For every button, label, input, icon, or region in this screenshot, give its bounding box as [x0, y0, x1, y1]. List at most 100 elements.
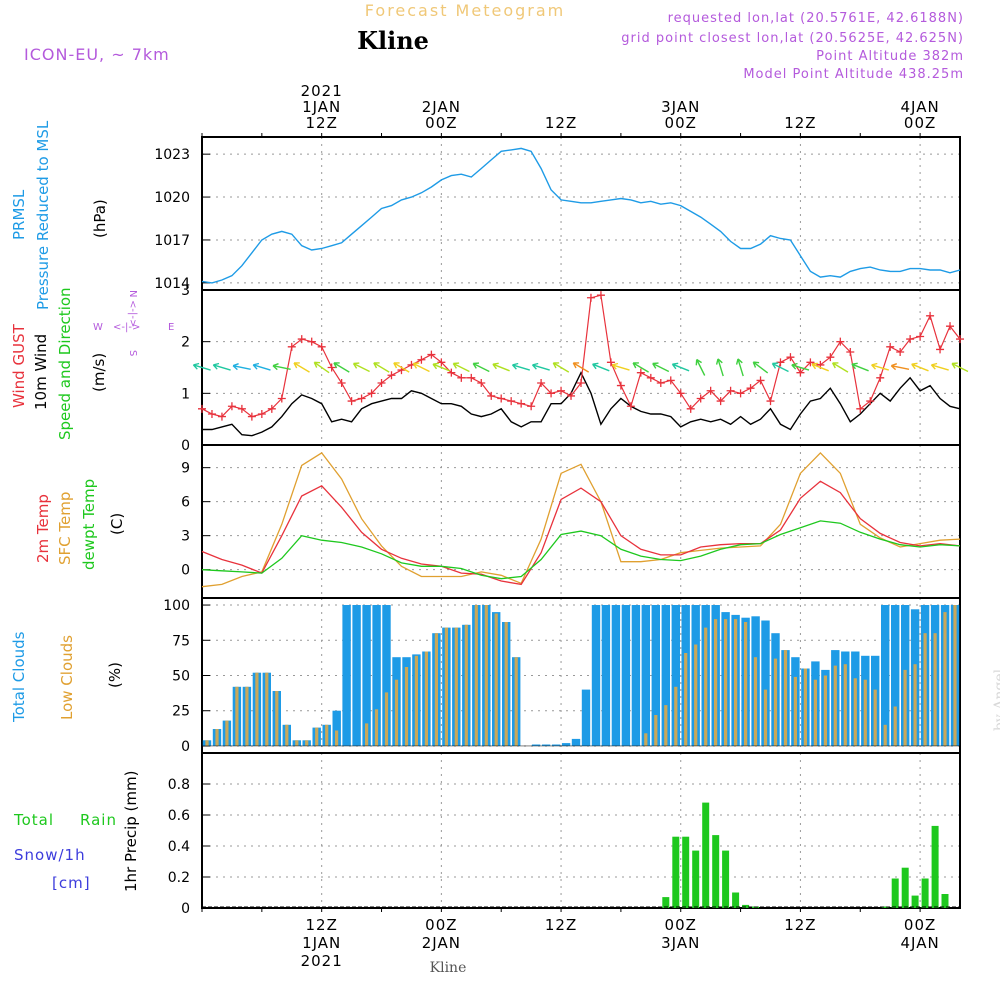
bottom-time-label: 00Z: [425, 916, 457, 934]
wind-label-1: Wind GUST: [10, 323, 28, 408]
temperature-ytick-label: 9: [181, 461, 190, 477]
gust-marker: [746, 384, 755, 393]
gust-marker: [726, 386, 735, 395]
gust-marker: [337, 379, 346, 387]
total-cloud-bar: [661, 605, 670, 746]
grid-point-coords: grid point closest lon,lat (20.5625E, 42…: [621, 31, 964, 46]
station-name: Kline: [357, 26, 429, 55]
rain-bar: [881, 906, 889, 908]
low-cloud-bar: [235, 686, 239, 746]
wind-speed-line: [202, 371, 961, 437]
wind-arrow: [492, 362, 510, 372]
temperature-ytick-label: 3: [181, 529, 190, 545]
gust-marker: [736, 389, 745, 398]
clouds-ytick-label: 100: [163, 598, 190, 614]
precipitation-ytick-label: 0.2: [168, 870, 190, 886]
pressure-line: [201, 147, 961, 284]
low-cloud-bar: [484, 605, 488, 746]
wind-arrow: [272, 363, 291, 371]
rain-bar: [891, 878, 899, 908]
compass-w: W: [93, 322, 103, 333]
gust-marker: [487, 391, 496, 400]
bottom-time-label: 4JAN: [901, 934, 940, 952]
temp-unit: (C): [108, 513, 126, 535]
gust-marker: [596, 291, 605, 300]
low-cloud-bar: [753, 657, 758, 746]
gust-marker: [577, 379, 585, 387]
wind-arrow: [531, 362, 550, 371]
wind-arrow: [671, 362, 690, 372]
temp-label-3: dewpt Temp: [80, 479, 98, 570]
low-cloud-bar: [295, 740, 299, 746]
wind-arrow: [572, 362, 590, 373]
temp-2m-line: [201, 480, 961, 586]
low-cloud-bar: [903, 669, 907, 746]
gust-marker: [626, 402, 635, 411]
wind-arrow: [851, 362, 869, 372]
low-cloud-bar: [724, 619, 728, 746]
rain-bar: [682, 836, 690, 908]
low-cloud-bar: [384, 692, 389, 746]
gust-marker: [367, 389, 376, 398]
gust-marker: [297, 335, 306, 344]
total-cloud-bar: [382, 605, 391, 746]
temperature-ytick-label: 0: [181, 563, 190, 579]
low-cloud-bar: [664, 705, 668, 746]
rain-bar: [672, 836, 680, 908]
wind-arrow: [695, 358, 706, 376]
model-altitude: Model Point Altitude 438.25m: [743, 67, 964, 82]
rain-bar: [742, 904, 750, 908]
chart-title: Forecast Meteogram: [365, 1, 565, 20]
gust-marker: [716, 397, 725, 406]
gust-marker: [427, 350, 436, 359]
total-cloud-bar: [342, 605, 351, 746]
gust-marker: [896, 348, 905, 356]
watermark: by Angel: [992, 668, 1000, 731]
precip-labels: Total Rain Snow/1h [cm] 1hr Precip (mm): [13, 771, 140, 892]
top-time-label: 12Z: [305, 114, 337, 132]
gust-marker: [696, 394, 705, 403]
low-cloud-bar: [933, 633, 937, 746]
low-cloud-bar: [404, 667, 409, 746]
gust-marker: [417, 355, 426, 364]
wind-arrow: [432, 362, 450, 372]
gust-marker: [517, 399, 526, 408]
compass-arrows: <-|->: [113, 322, 140, 333]
gust-marker: [527, 402, 536, 411]
rain-bar: [712, 835, 720, 908]
gust-marker: [198, 404, 206, 413]
low-cloud-bar: [793, 676, 797, 746]
low-cloud-bar: [464, 624, 468, 746]
gust-marker: [606, 358, 615, 367]
low-cloud-bar: [285, 724, 289, 746]
rain-bar: [722, 850, 730, 908]
low-cloud-bar: [694, 644, 698, 746]
wind-label-3: Speed and Direction: [56, 287, 74, 440]
wind-arrow: [951, 362, 969, 373]
wind-arrow: [412, 362, 430, 373]
gust-marker: [916, 332, 925, 341]
gust-marker: [686, 404, 695, 413]
wind-arrow: [212, 362, 231, 371]
low-cloud-bar: [684, 653, 688, 746]
wind-arrow: [811, 362, 829, 372]
gust-marker: [497, 394, 506, 403]
rain-bar: [901, 867, 909, 908]
gust-marker: [477, 379, 486, 387]
gust-marker: [836, 337, 845, 346]
low-cloud-bar: [265, 672, 269, 746]
top-time-label: 3JAN: [661, 98, 700, 116]
low-cloud-bar: [654, 715, 658, 746]
gust-marker: [776, 358, 785, 367]
low-cloud-bar: [365, 723, 369, 746]
precip-label-total: Total: [13, 811, 54, 829]
top-time-label: 4JAN: [901, 98, 940, 116]
total-cloud-bar: [651, 605, 660, 746]
gust-marker: [586, 293, 595, 302]
bottom-time-label: 2021: [301, 952, 343, 970]
gust-marker: [706, 386, 715, 395]
total-cloud-bar: [591, 605, 601, 746]
total-cloud-bar: [581, 689, 591, 746]
pressure-frame: [201, 136, 961, 291]
